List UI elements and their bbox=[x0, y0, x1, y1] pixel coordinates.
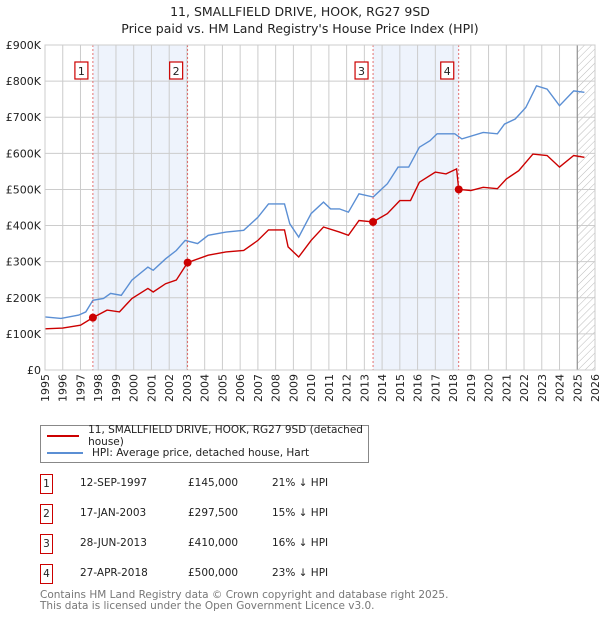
sale-number-badge: 1 bbox=[40, 474, 53, 494]
table-row: 2 17-JAN-2003 £297,500 15% ↓ HPI bbox=[40, 504, 440, 524]
x-tick-label: 2019 bbox=[465, 374, 478, 402]
series-line bbox=[44, 84, 585, 320]
x-tick-label: 2014 bbox=[376, 374, 389, 402]
x-tick-label: 1998 bbox=[92, 374, 105, 402]
x-tick-label: 1996 bbox=[57, 374, 70, 402]
y-tick-label: £200K bbox=[6, 292, 42, 305]
legend-item-hpi: HPI: Average price, detached house, Hart bbox=[47, 445, 309, 461]
sale-hpi-diff: 21% ↓ HPI bbox=[272, 477, 329, 489]
y-tick-label: £400K bbox=[6, 220, 42, 233]
x-tick-label: 2012 bbox=[341, 374, 354, 402]
sale-date: 12-SEP-1997 bbox=[80, 477, 148, 489]
sale-point bbox=[369, 217, 378, 226]
x-tick-label: 2000 bbox=[128, 374, 141, 402]
footer: Contains HM Land Registry data © Crown c… bbox=[40, 590, 448, 612]
x-tick-label: 1997 bbox=[74, 374, 87, 402]
x-tick-label: 2007 bbox=[252, 374, 265, 402]
x-tick-label: 2006 bbox=[234, 374, 247, 402]
x-tick-label: 1995 bbox=[39, 374, 52, 402]
legend-swatch-blue bbox=[47, 452, 83, 454]
x-tick-label: 2018 bbox=[447, 374, 460, 402]
legend-label: 11, SMALLFIELD DRIVE, HOOK, RG27 9SD (de… bbox=[88, 424, 363, 448]
legend-label: HPI: Average price, detached house, Hart bbox=[92, 447, 310, 459]
sale-price: £297,500 bbox=[188, 507, 239, 519]
shaded-period bbox=[92, 45, 188, 370]
x-tick-label: 2017 bbox=[429, 374, 442, 402]
sale-label: 3 bbox=[358, 65, 365, 78]
x-tick-label: 2003 bbox=[181, 374, 194, 402]
sale-price: £500,000 bbox=[188, 567, 239, 579]
y-tick-label: £300K bbox=[6, 256, 42, 269]
sale-hpi-diff: 16% ↓ HPI bbox=[272, 537, 329, 549]
sale-price: £410,000 bbox=[188, 537, 239, 549]
future-hatch bbox=[577, 45, 595, 370]
x-tick-label: 2013 bbox=[358, 374, 371, 402]
y-tick-label: £700K bbox=[6, 111, 42, 124]
x-tick-label: 1999 bbox=[110, 374, 123, 402]
x-tick-label: 2009 bbox=[287, 374, 300, 402]
series-line bbox=[44, 153, 585, 330]
sale-label: 1 bbox=[78, 65, 85, 78]
x-tick-label: 2024 bbox=[554, 374, 567, 402]
y-tick-label: £900K bbox=[6, 39, 42, 52]
sale-label: 2 bbox=[173, 65, 180, 78]
sale-label-box bbox=[440, 61, 455, 80]
x-tick-label: 2025 bbox=[571, 374, 584, 402]
chart-title: 11, SMALLFIELD DRIVE, HOOK, RG27 9SD bbox=[170, 4, 430, 19]
y-tick-label: £100K bbox=[6, 328, 42, 341]
chart-legend: 11, SMALLFIELD DRIVE, HOOK, RG27 9SD (de… bbox=[40, 424, 369, 463]
table-row: 3 28-JUN-2013 £410,000 16% ↓ HPI bbox=[40, 534, 440, 554]
x-tick-label: 2020 bbox=[483, 374, 496, 402]
chart-subtitle: Price paid vs. HM Land Registry's House … bbox=[121, 21, 478, 36]
x-tick-label: 2026 bbox=[589, 374, 600, 402]
sale-number-badge: 3 bbox=[40, 534, 53, 554]
x-tick-label: 2005 bbox=[216, 374, 229, 402]
x-tick-label: 2010 bbox=[305, 374, 318, 402]
sale-point bbox=[454, 185, 463, 194]
x-tick-label: 2011 bbox=[323, 374, 336, 402]
sale-label: 4 bbox=[444, 65, 451, 78]
table-row: 1 12-SEP-1997 £145,000 21% ↓ HPI bbox=[40, 474, 440, 494]
sale-price: £145,000 bbox=[188, 477, 239, 489]
shaded-period bbox=[373, 45, 459, 370]
x-tick-label: 2008 bbox=[270, 374, 283, 402]
y-tick-label: £0 bbox=[27, 364, 41, 377]
sale-label-box bbox=[169, 61, 184, 80]
footer-copyright: Contains HM Land Registry data © Crown c… bbox=[40, 589, 449, 601]
y-tick-label: £800K bbox=[6, 75, 42, 88]
x-tick-label: 2021 bbox=[500, 374, 513, 402]
plot-border bbox=[44, 44, 596, 371]
footer-licence: This data is licensed under the Open Gov… bbox=[40, 600, 375, 612]
y-tick-label: £500K bbox=[6, 183, 42, 196]
sale-number-badge: 2 bbox=[40, 504, 53, 524]
sale-label-box bbox=[354, 61, 369, 80]
x-tick-label: 2016 bbox=[412, 374, 425, 402]
sale-hpi-diff: 23% ↓ HPI bbox=[272, 567, 329, 579]
sale-hpi-diff: 15% ↓ HPI bbox=[272, 507, 329, 519]
sale-date: 27-APR-2018 bbox=[80, 567, 148, 579]
x-tick-label: 2022 bbox=[518, 374, 531, 402]
legend-item-property: 11, SMALLFIELD DRIVE, HOOK, RG27 9SD (de… bbox=[47, 424, 368, 448]
legend-swatch-red bbox=[47, 435, 80, 437]
y-tick-label: £600K bbox=[6, 147, 42, 160]
sale-date: 28-JUN-2013 bbox=[80, 537, 147, 549]
sale-point bbox=[183, 258, 192, 267]
table-row: 4 27-APR-2018 £500,000 23% ↓ HPI bbox=[40, 564, 440, 584]
x-tick-label: 2015 bbox=[394, 374, 407, 402]
sale-number-badge: 4 bbox=[40, 564, 53, 584]
x-tick-label: 2023 bbox=[536, 374, 549, 402]
sale-date: 17-JAN-2003 bbox=[80, 507, 147, 519]
x-tick-label: 2002 bbox=[163, 374, 176, 402]
sale-point bbox=[88, 313, 97, 322]
x-tick-label: 2004 bbox=[199, 374, 212, 402]
sale-label-box bbox=[74, 61, 89, 80]
x-tick-label: 2001 bbox=[145, 374, 158, 402]
price-chart: 11, SMALLFIELD DRIVE, HOOK, RG27 9SD Pri… bbox=[6, 4, 600, 402]
